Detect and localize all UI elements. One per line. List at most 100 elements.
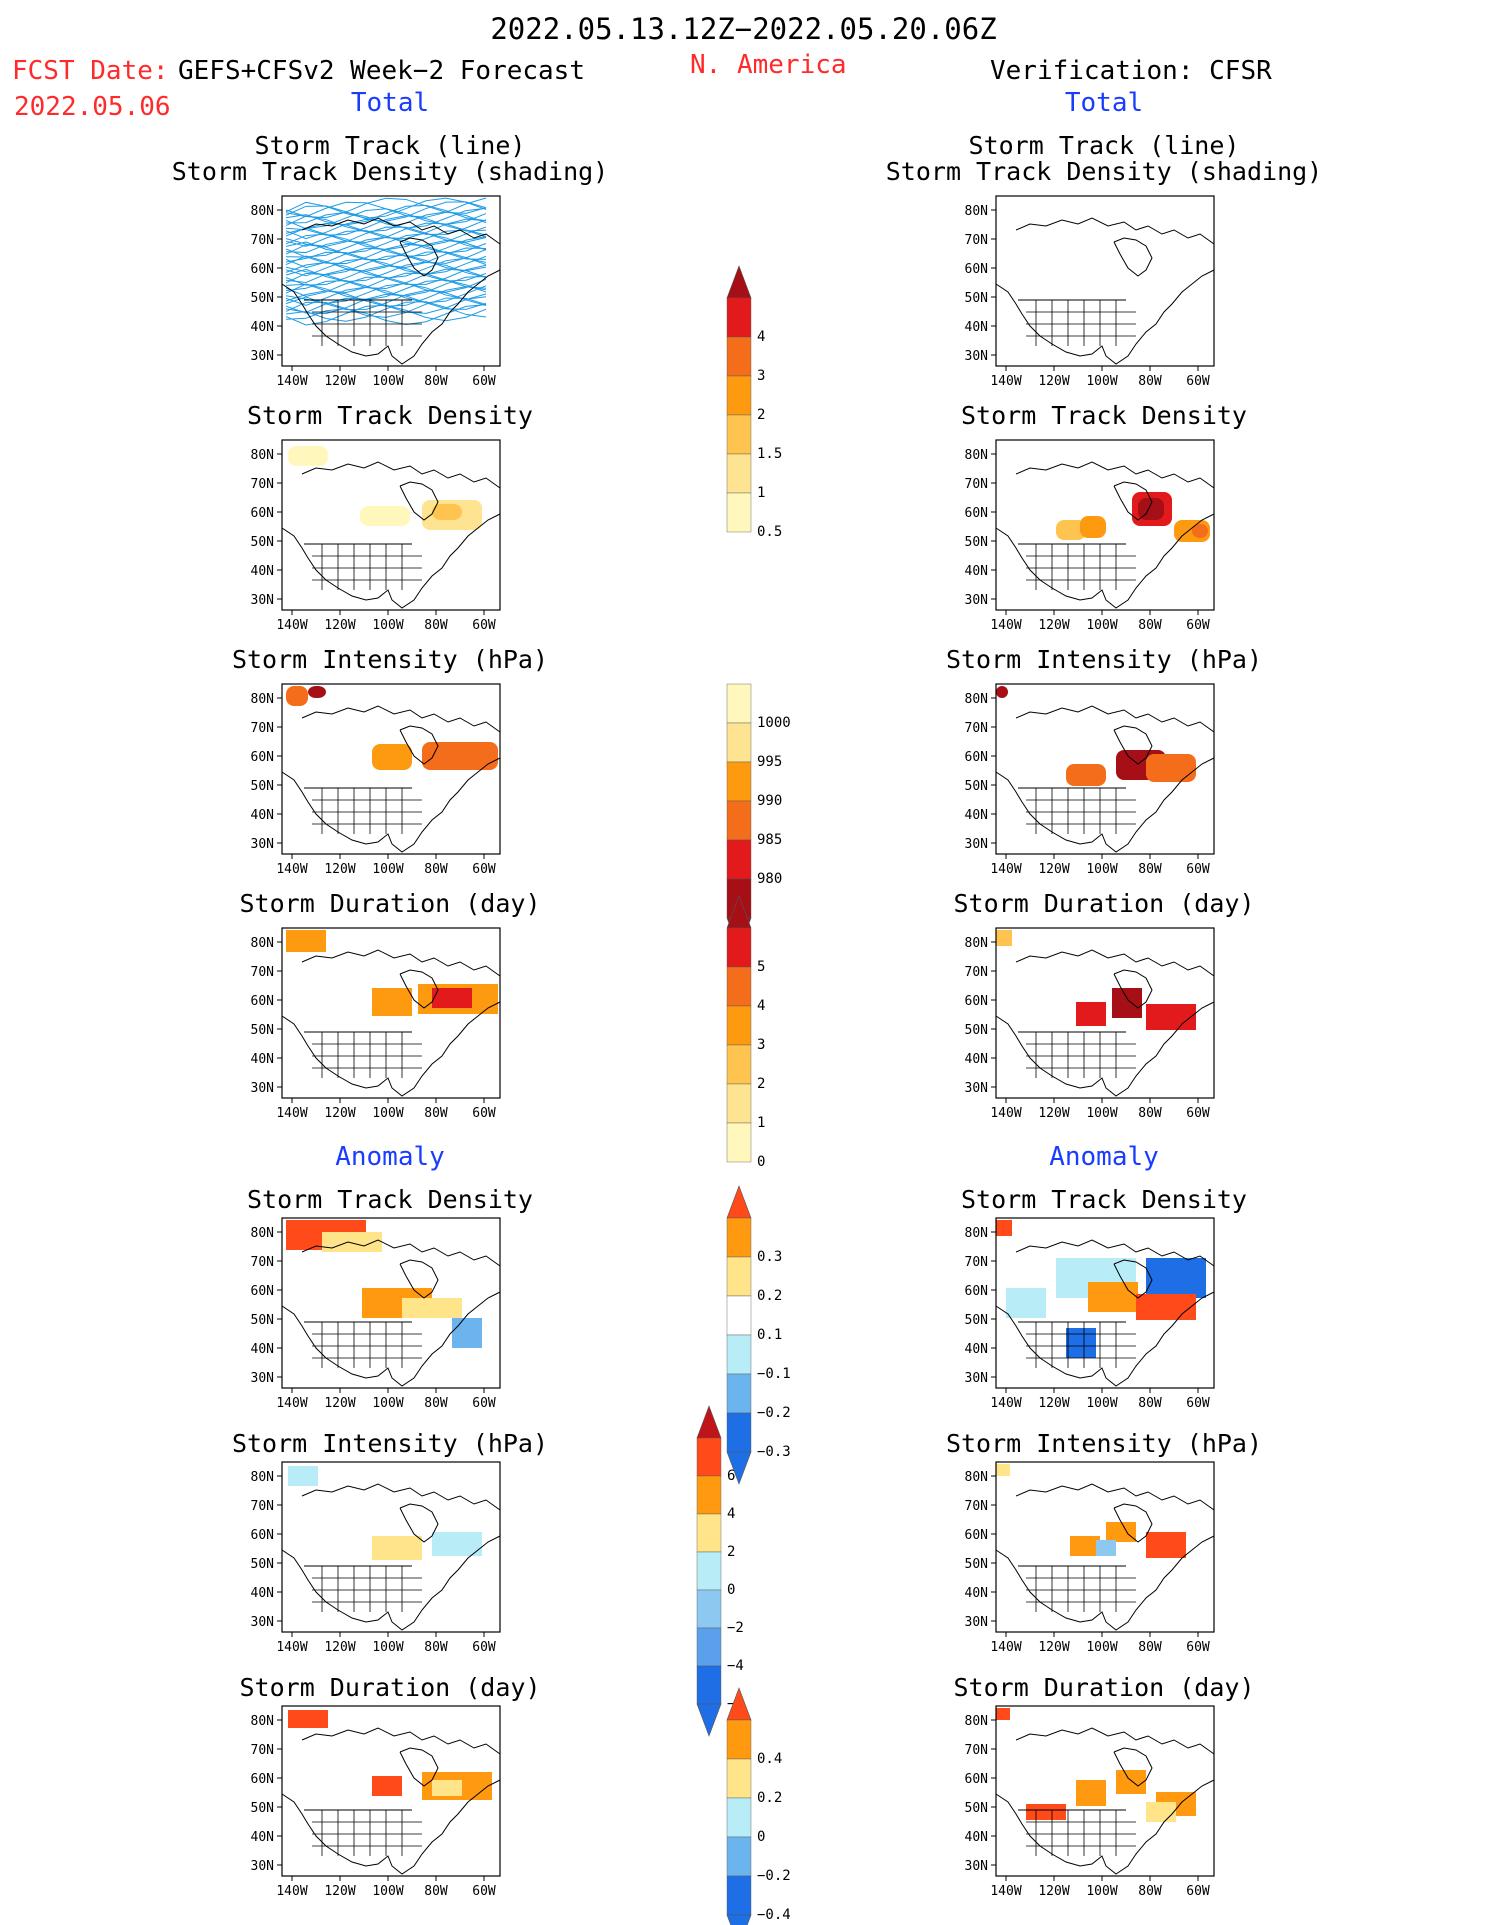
colorbar-arrow-bottom [726,1451,752,1485]
main-title: 2022.05.13.12Z−2022.05.20.06Z [490,12,997,46]
coastline [281,513,501,609]
colorbar-segment [726,1875,752,1916]
colorbar-segment [726,1122,752,1163]
coastline [281,1291,501,1387]
lat-label: 30N [965,1615,988,1630]
lat-label: 50N [251,1023,274,1038]
lat-label: 40N [251,1586,274,1601]
shaded-cell [1146,1532,1186,1558]
colorbar-tick-label: 990 [757,793,782,809]
lon-label: 120W [324,1884,355,1899]
lat-label: 50N [965,1557,988,1572]
colorbar-tick-label: 4 [757,998,765,1014]
right-track-line-title: Storm Track (line) [968,131,1240,160]
lat-label: 80N [965,1470,988,1485]
colorbar-segment [726,839,752,880]
colorbar-tick-label: 2 [757,407,765,423]
colorbar-segment [726,1719,752,1760]
shaded-cell [432,988,472,1008]
colorbar-segment [726,1373,752,1414]
lon-label: 120W [324,618,355,633]
lat-label: 60N [251,994,274,1009]
map-frame [281,439,501,611]
lat-label: 40N [251,1342,274,1357]
track-density-colorbar: 4 3 2 1.5 1 0.5 [726,265,782,540]
lon-label: 100W [1086,1884,1117,1899]
lat-label: 80N [965,1226,988,1241]
lon-label: 80W [1138,374,1162,389]
lat-label: 40N [965,1586,988,1601]
colorbar-segment [726,1334,752,1375]
map-frame [995,195,1215,367]
lat-label: 60N [251,1528,274,1543]
shaded-cell [996,930,1012,946]
lon-label: 80W [424,618,448,633]
lat-label: 70N [965,1255,988,1270]
left-track-shading-title: Storm Track Density (shading) [171,157,609,186]
hudson-bay-outline [399,237,439,277]
verification-label: Verification: CFSR [990,56,1272,86]
colorbar-segment [726,1217,752,1258]
lon-label: 120W [324,374,355,389]
duration-colorbar: 5 4 3 2 1 0 [726,895,765,1170]
arctic-coastline [1015,1239,1215,1267]
right-anom-density-title: Storm Track Density [961,1185,1247,1214]
fcst-date-label: FCST Date: [12,56,169,86]
shaded-cell [360,506,410,526]
storm-track-line [285,207,487,229]
right-duration-title: Storm Duration (day) [953,889,1255,918]
lat-label: 40N [965,1830,988,1845]
lon-label: 140W [990,1106,1021,1121]
colorbar-tick-label: 985 [757,832,782,848]
lat-label: 40N [965,808,988,823]
lat-label: 50N [965,1313,988,1328]
arctic-coastline [301,1239,501,1267]
lat-label: 80N [965,1714,988,1729]
colorbar-segment [726,927,752,968]
colorbar-segment [726,1412,752,1453]
storm-track-line [285,247,487,269]
shaded-cell [1076,1780,1106,1806]
colorbar-segment [726,1044,752,1085]
lat-label: 70N [251,233,274,248]
shaded-cell [452,1318,482,1348]
map-frame [995,1705,1215,1877]
lat-label: 70N [965,1743,988,1758]
lon-label: 60W [472,1396,496,1411]
lat-label: 40N [251,320,274,335]
colorbar-tick-label: 3 [757,368,765,384]
colorbar-segment [726,492,752,533]
colorbar-tick-label: −0.3 [757,1444,791,1460]
lon-label: 140W [276,1884,307,1899]
colorbar-segment [696,1513,722,1553]
lat-label: 70N [965,965,988,980]
lat-label: 30N [965,1371,988,1386]
colorbar-tick-label: 0.3 [757,1249,782,1265]
hudson-bay-outline [1113,1503,1153,1543]
lat-label: 70N [965,721,988,736]
lat-label: 70N [251,1499,274,1514]
lon-label: 100W [372,862,403,877]
shaded-cell [322,1232,382,1252]
left-anomaly-label: Anomaly [335,1142,445,1172]
coastline [995,269,1215,365]
lat-label: 60N [965,1284,988,1299]
colorbar-tick-label: 4 [727,1506,735,1522]
lon-label: 100W [372,618,403,633]
arctic-coastline [1015,949,1215,977]
coastline [995,1779,1215,1875]
lat-label: 80N [965,936,988,951]
colorbar-tick-label: 1 [757,1115,765,1131]
lat-label: 70N [965,1499,988,1514]
left-anom-duration-title: Storm Duration (day) [239,1673,541,1702]
storm-track-line [285,208,487,230]
hudson-bay-outline [399,1259,439,1299]
lon-label: 80W [1138,618,1162,633]
coastline [281,1535,501,1631]
lat-label: 30N [251,593,274,608]
shaded-cell [422,742,498,770]
lon-label: 80W [424,1884,448,1899]
lon-label: 80W [424,1106,448,1121]
